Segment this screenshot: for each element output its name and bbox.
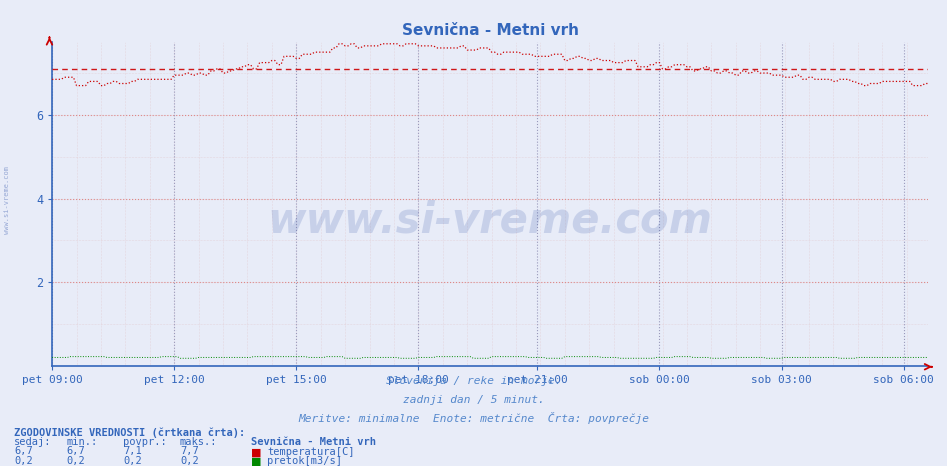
Text: Meritve: minimalne  Enote: metrične  Črta: povprečje: Meritve: minimalne Enote: metrične Črta:…: [298, 412, 649, 424]
Text: 7,1: 7,1: [123, 446, 142, 456]
Text: ZGODOVINSKE VREDNOSTI (črtkana črta):: ZGODOVINSKE VREDNOSTI (črtkana črta):: [14, 427, 245, 438]
Text: ■: ■: [251, 447, 261, 457]
Text: Slovenija / reke in morje.: Slovenija / reke in morje.: [385, 377, 562, 386]
Text: 6,7: 6,7: [14, 446, 33, 456]
Text: temperatura[C]: temperatura[C]: [267, 447, 354, 457]
Text: pretok[m3/s]: pretok[m3/s]: [267, 456, 342, 466]
Text: 0,2: 0,2: [66, 456, 85, 466]
Text: Sevnična - Metni vrh: Sevnična - Metni vrh: [251, 437, 376, 447]
Text: 6,7: 6,7: [66, 446, 85, 456]
Title: Sevnična - Metni vrh: Sevnična - Metni vrh: [402, 23, 579, 38]
Text: www.si-vreme.com: www.si-vreme.com: [4, 166, 9, 234]
Text: 0,2: 0,2: [123, 456, 142, 466]
Text: ■: ■: [251, 457, 261, 466]
Text: 0,2: 0,2: [14, 456, 33, 466]
Text: povpr.:: povpr.:: [123, 437, 167, 447]
Text: 0,2: 0,2: [180, 456, 199, 466]
Text: maks.:: maks.:: [180, 437, 218, 447]
Text: min.:: min.:: [66, 437, 98, 447]
Text: zadnji dan / 5 minut.: zadnji dan / 5 minut.: [402, 395, 545, 405]
Text: 7,7: 7,7: [180, 446, 199, 456]
Text: www.si-vreme.com: www.si-vreme.com: [268, 199, 712, 241]
Text: sedaj:: sedaj:: [14, 437, 52, 447]
